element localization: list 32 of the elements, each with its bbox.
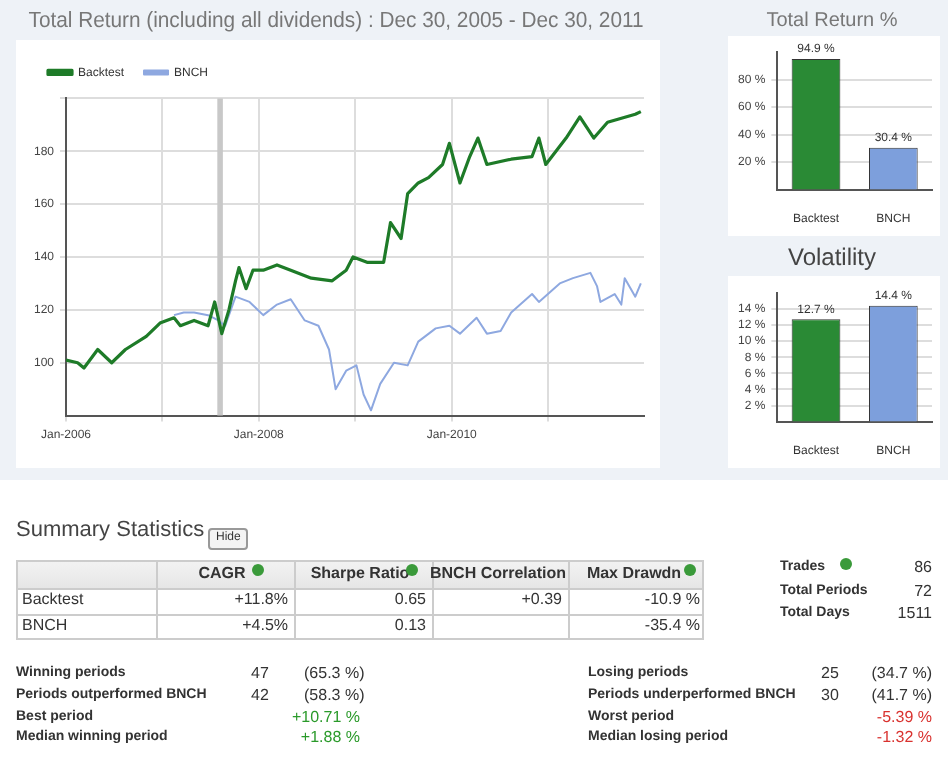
text: CAGR: [196, 564, 248, 584]
text: 86: [914, 558, 932, 578]
text: BNCH: [22, 616, 68, 636]
text: 47: [249, 664, 271, 684]
text: 1511: [897, 604, 932, 624]
text: Backtest: [22, 590, 84, 610]
text: (34.7 %): [871, 664, 932, 684]
text: +10.71 %: [291, 708, 360, 728]
text: +11.8%: [234, 590, 288, 610]
text: 42: [249, 686, 271, 706]
text: (41.7 %): [871, 686, 932, 706]
text: 0.13: [394, 616, 426, 636]
text: -1.32 %: [876, 728, 932, 748]
text: -10.9 %: [644, 590, 700, 610]
text: +0.39: [521, 590, 562, 610]
text: 0.65: [394, 590, 426, 610]
text: BNCH Correlation: [427, 564, 568, 584]
text: 25: [819, 664, 841, 684]
chart-title: Total Return (including all dividends) : Dec 30, 2005 - Dec 30, 2011: [28, 8, 644, 34]
text: 72: [914, 582, 932, 602]
text: (65.3 %): [304, 664, 365, 684]
text: (58.3 %): [304, 686, 365, 706]
chart-title: Total Return %: [766, 9, 898, 32]
chart-title: Volatility: [787, 243, 877, 272]
text: +1.88 %: [300, 728, 360, 748]
text: -35.4 %: [644, 616, 700, 636]
text: Sharpe Ratio: [310, 564, 410, 582]
text: Summary Statistics: [16, 516, 205, 544]
text: -5.39 %: [876, 708, 932, 728]
text: Max Drawdn: [586, 564, 682, 582]
text: 30: [819, 686, 841, 706]
text: +4.5%: [242, 616, 288, 636]
